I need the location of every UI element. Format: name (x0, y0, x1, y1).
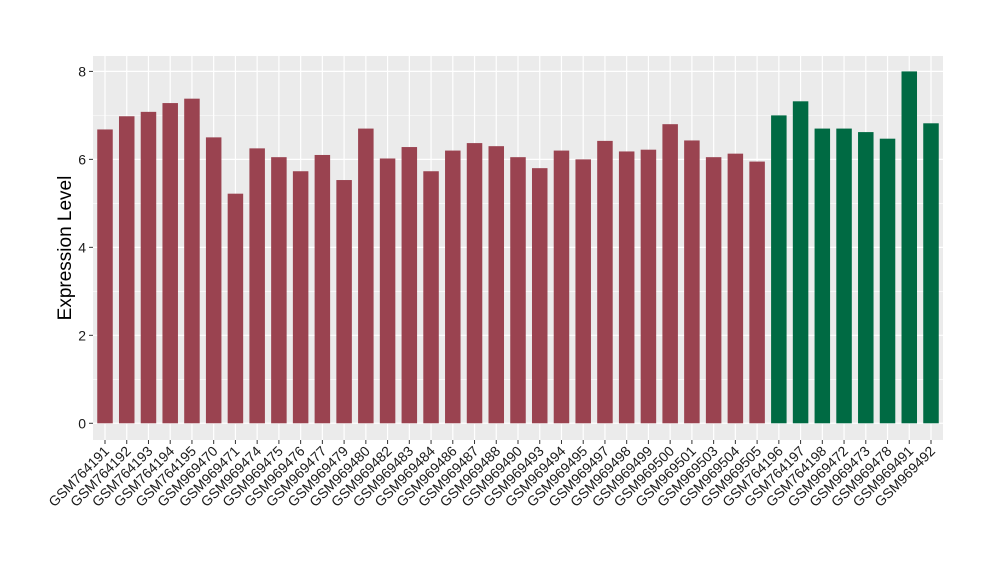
bar (749, 161, 765, 424)
bar (727, 153, 744, 424)
bar (836, 128, 852, 424)
bar (575, 159, 591, 424)
bar (814, 128, 831, 424)
y-tick-label: 4 (78, 239, 86, 255)
bar (162, 103, 178, 424)
bar (336, 180, 352, 424)
bars (97, 71, 939, 424)
bar (923, 123, 939, 424)
bar (292, 171, 309, 424)
bar (423, 171, 439, 424)
bar (445, 150, 461, 424)
bar (205, 137, 222, 424)
bar (618, 151, 635, 424)
bar (771, 115, 787, 424)
bar (401, 147, 418, 424)
y-tick-label: 6 (78, 151, 86, 167)
y-axis-title: Expression Level (55, 176, 76, 321)
bar (597, 140, 613, 424)
bar (792, 101, 809, 424)
y-tick-label: 0 (78, 415, 86, 431)
y-tick-label: 2 (78, 327, 86, 343)
bar (140, 111, 157, 424)
bar (358, 128, 374, 424)
bar (271, 157, 287, 424)
y-tick-label: 8 (78, 63, 86, 79)
bar (879, 138, 896, 424)
bar (118, 116, 135, 424)
bar (858, 132, 874, 424)
bar (227, 193, 244, 424)
bar (97, 129, 113, 424)
bar (705, 157, 722, 424)
y-axis: 0 2 4 6 8 (78, 63, 93, 431)
x-axis: GSM764191GSM764192GSM764193GSM764194GSM7… (45, 440, 938, 510)
bar (466, 143, 483, 424)
bar (379, 158, 396, 424)
bar (684, 140, 700, 424)
bar (314, 154, 331, 424)
bar (640, 149, 657, 424)
bar (510, 157, 526, 424)
bar (901, 71, 918, 424)
bar (531, 168, 548, 424)
bar (249, 148, 265, 424)
bar (553, 150, 570, 424)
bar (488, 146, 505, 424)
bar (184, 98, 200, 424)
bar (662, 124, 678, 424)
